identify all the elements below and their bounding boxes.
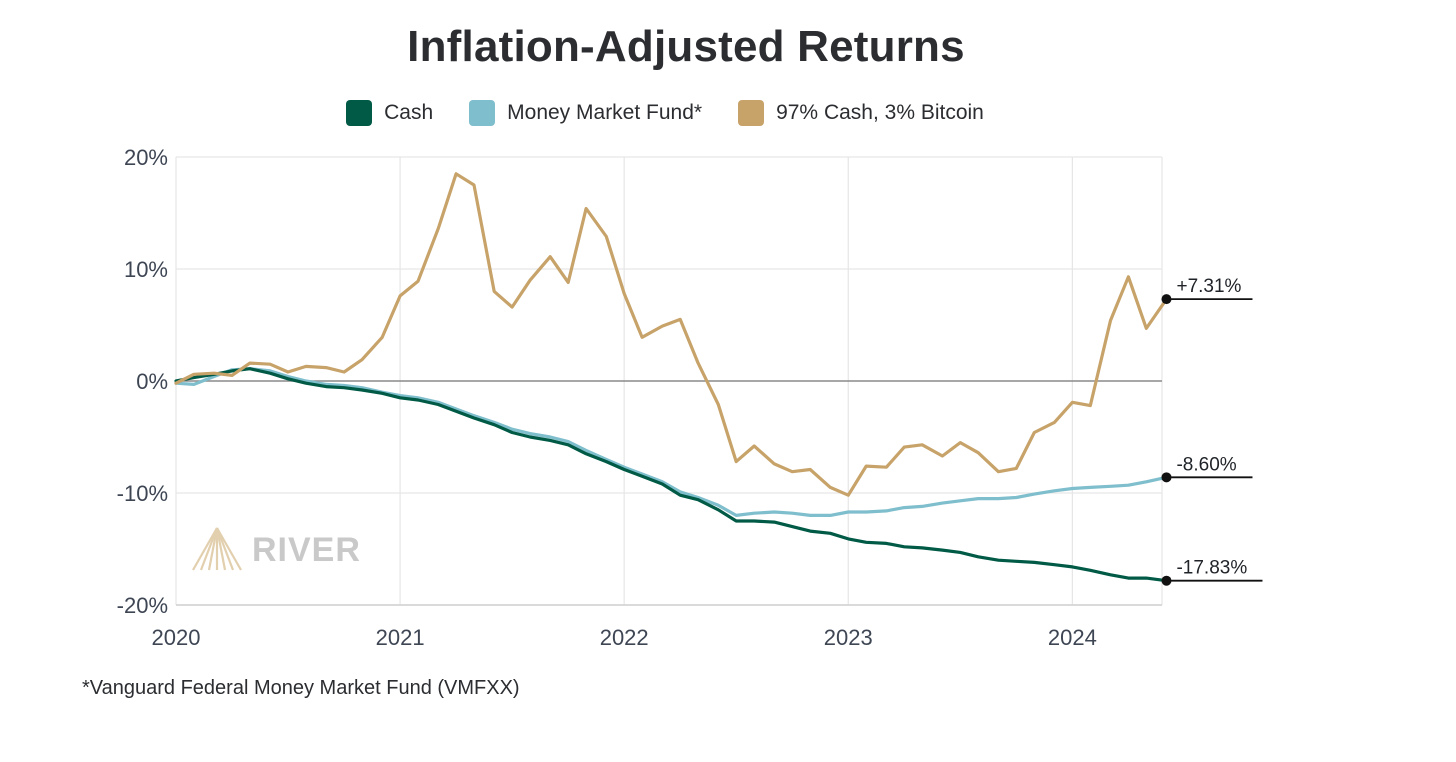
legend-item-cash[interactable]: Cash [346,100,433,126]
legend-label-cash: Cash [384,101,434,124]
river-logo-icon [192,527,242,571]
legend-label-money-market: Money Market Fund* [507,101,703,124]
x-tick-label-4: 2024 [1048,625,1097,650]
legend-label-bitcoin-mix: 97% Cash, 3% Bitcoin [776,101,984,124]
legend: Cash Money Market Fund* 97% Cash, 3% Bit… [0,100,1330,126]
y-tick-label-1: 10% [124,257,168,282]
legend-item-money-market[interactable]: Money Market Fund* [469,100,702,126]
legend-swatch-bitcoin-mix [738,100,765,126]
legend-swatch-cash [346,100,373,126]
x-tick-label-3: 2023 [824,625,873,650]
end-point-marker-0 [1161,575,1172,586]
end-labels: -17.83% -8.60% +7.31% [1161,276,1263,586]
end-label-0: -17.83% [1176,558,1247,579]
chart-title: Inflation-Adjusted Returns [407,22,965,71]
x-tick-label-0: 2020 [152,625,201,650]
river-watermark: RIVER [192,527,361,571]
x-tick-label-1: 2021 [376,625,425,650]
end-label-2: +7.31% [1176,276,1241,297]
legend-swatch-money-market [469,100,496,126]
y-tick-label-3: -10% [117,481,168,506]
legend-item-bitcoin-mix[interactable]: 97% Cash, 3% Bitcoin [738,100,984,126]
y-tick-label-0: 20% [124,145,168,170]
river-logo-text: RIVER [252,531,361,569]
series-lines [174,172,1169,583]
series-line-cash [174,367,1169,583]
footnote: *Vanguard Federal Money Market Fund (VMF… [82,677,520,699]
end-point-marker-2 [1161,294,1172,305]
end-label-1: -8.60% [1176,454,1236,475]
series-line-money-market-fund [174,367,1169,517]
end-point-marker-1 [1161,472,1172,483]
zero-baseline [176,380,1162,606]
x-tick-label-2: 2022 [600,625,649,650]
x-axis-ticks: 2020 2021 2022 2023 2024 [152,625,1097,650]
y-axis-ticks: 20% 10% 0% -10% -20% [117,145,168,618]
y-tick-label-4: -20% [117,593,168,618]
y-tick-label-2: 0% [136,369,168,394]
series-line-97-cash-3-bitcoin [174,172,1169,497]
